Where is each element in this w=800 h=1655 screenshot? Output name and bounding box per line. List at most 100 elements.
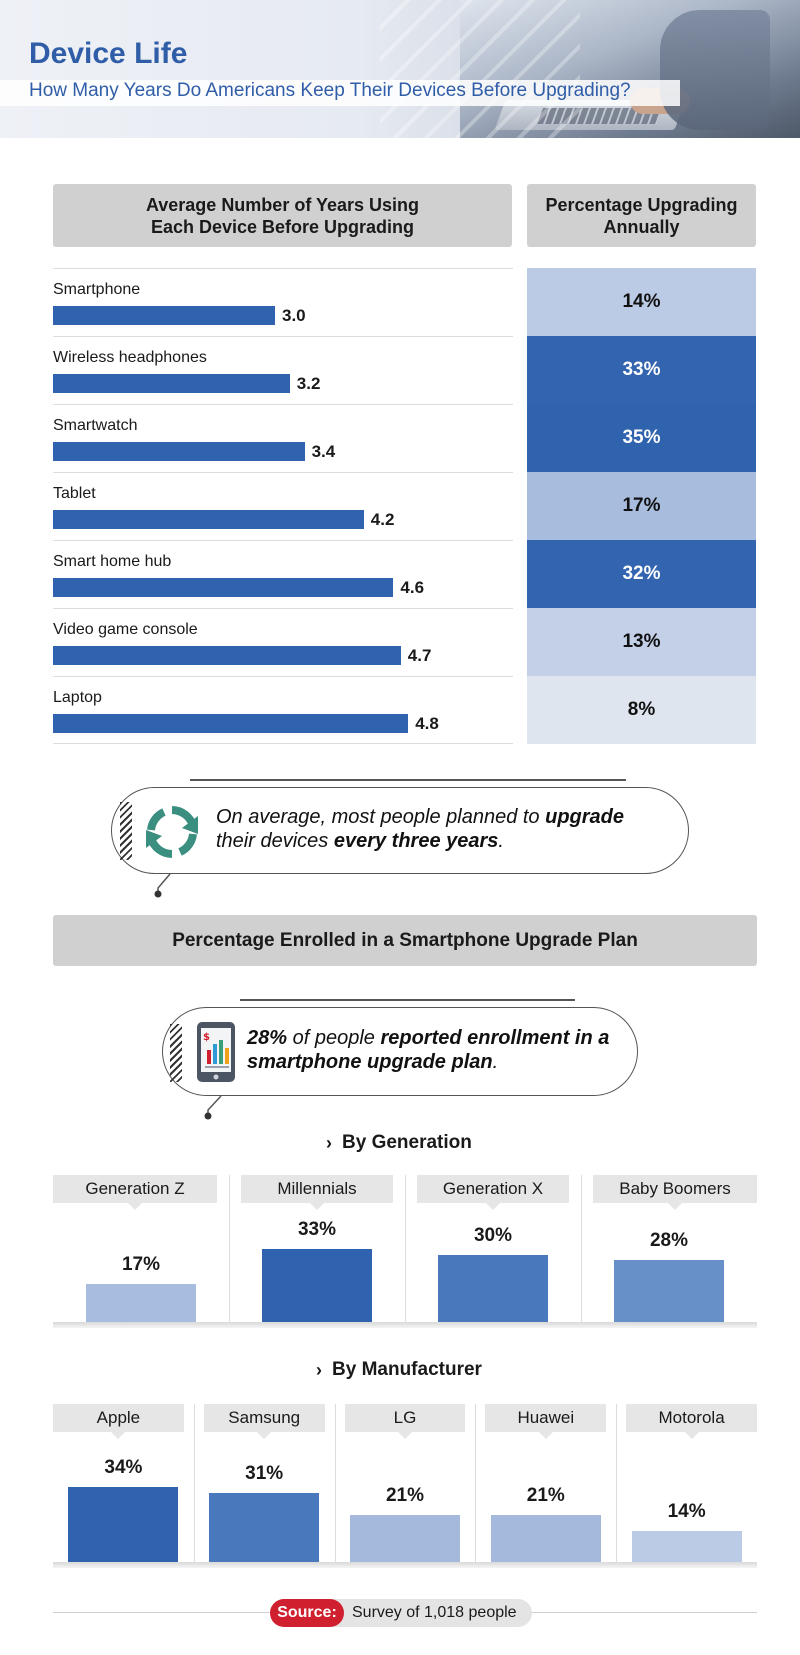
category-label: LG xyxy=(344,1404,466,1439)
category-label: Samsung xyxy=(203,1404,325,1439)
callout-text-2: 28% of people reported enrollment in a s… xyxy=(247,1026,627,1074)
percentage-bar xyxy=(614,1259,724,1322)
percentage-bar xyxy=(438,1255,548,1322)
percentage-value: 14% xyxy=(667,1500,706,1522)
device-years-value: 3.2 xyxy=(296,374,321,393)
category-label: Baby Boomers xyxy=(593,1175,757,1210)
pct-upgrading-cell: 33% xyxy=(527,336,756,404)
device-row: Wireless headphones 3.2 xyxy=(53,336,513,404)
device-years-bar xyxy=(53,646,401,665)
category-label: Motorola xyxy=(626,1404,757,1439)
years-header: Average Number of Years Using Each Devic… xyxy=(53,184,512,247)
page-title: Device Life xyxy=(29,37,188,70)
device-row: Smart home hub 4.6 xyxy=(53,540,513,608)
device-years-bar xyxy=(53,578,394,597)
device-label: Smartwatch xyxy=(53,417,138,434)
chart-baseline xyxy=(53,1562,757,1568)
column-separator xyxy=(475,1404,477,1562)
percentage-bar xyxy=(209,1493,320,1562)
callout-top-line xyxy=(190,779,626,781)
page-subtitle: How Many Years Do Americans Keep Their D… xyxy=(29,80,631,101)
source-text: Survey of 1,018 people xyxy=(352,1604,517,1621)
percentage-value: 28% xyxy=(649,1229,689,1251)
device-years-bar xyxy=(53,714,409,733)
percentage-bar xyxy=(490,1515,601,1562)
callout-tail xyxy=(154,873,171,898)
device-years-value: 4.7 xyxy=(407,646,432,665)
by-manufacturer-title: By Manufacturer xyxy=(332,1359,482,1380)
device-years-bar xyxy=(53,442,305,461)
callout-hatch xyxy=(170,1024,182,1082)
subtitle-stripe xyxy=(0,80,680,106)
device-label: Tablet xyxy=(53,485,96,502)
device-row: Video game console 4.7 xyxy=(53,608,513,676)
callout-text-1: On average, most people planned to upgra… xyxy=(216,805,666,853)
percentage-bar xyxy=(631,1530,742,1562)
category-label: Huawei xyxy=(485,1404,607,1439)
device-years-value: 3.0 xyxy=(282,306,306,325)
device-row: Smartwatch 3.4 xyxy=(53,404,513,472)
column-separator xyxy=(229,1175,230,1322)
chart-baseline xyxy=(53,1322,757,1328)
callout-text-part: their devices xyxy=(216,830,334,852)
percentage-value: 30% xyxy=(473,1225,513,1247)
category-label: Apple xyxy=(53,1404,184,1439)
device-row: Laptop 4.8 xyxy=(53,676,513,744)
plan-header: Percentage Enrolled in a Smartphone Upgr… xyxy=(53,915,757,966)
column-separator xyxy=(334,1404,336,1562)
callout-text-emphasis: every three years xyxy=(333,830,499,852)
device-label: Smartphone xyxy=(53,281,141,298)
pct-header: Percentage Upgrading Annually xyxy=(527,184,756,247)
callout-text-part: of people xyxy=(287,1027,381,1049)
source-tag: Source: xyxy=(270,1599,344,1627)
category-label: Generation X xyxy=(417,1175,569,1210)
column-separator xyxy=(581,1175,582,1322)
device-years-value: 4.6 xyxy=(400,578,425,597)
percentage-value: 21% xyxy=(526,1485,565,1507)
pct-upgrading-cell: 14% xyxy=(527,268,756,336)
percentage-value: 21% xyxy=(385,1485,424,1507)
callout-tail-gap xyxy=(218,1096,244,1098)
svg-text:$: $ xyxy=(203,1032,210,1043)
callout-tail xyxy=(204,1095,222,1120)
device-label: Video game console xyxy=(53,621,198,638)
callout-enrollment: $ 28% of people reported enrollment in a… xyxy=(162,1007,638,1096)
callout-text-part: . xyxy=(492,1051,499,1073)
callout-hatch xyxy=(120,802,132,860)
device-label: Wireless headphones xyxy=(53,349,207,366)
callout-tail-gap xyxy=(170,874,196,876)
pct-upgrading-cell: 17% xyxy=(527,472,756,540)
by-manufacturer-heading: › By Manufacturer xyxy=(316,1359,482,1381)
percentage-bar xyxy=(86,1284,196,1322)
percentage-bar xyxy=(68,1486,179,1562)
device-label: Smart home hub xyxy=(53,553,172,570)
percentage-bar xyxy=(350,1515,460,1562)
category-label: Generation Z xyxy=(53,1175,217,1210)
header-photo xyxy=(460,0,800,138)
header-decor-lines xyxy=(380,0,580,138)
by-generation-heading: › By Generation xyxy=(326,1132,472,1154)
chevron-right-icon: › xyxy=(326,1132,332,1153)
device-label: Laptop xyxy=(53,689,102,706)
pct-upgrading-cell: 13% xyxy=(527,608,756,676)
pct-upgrading-cell: 8% xyxy=(527,676,756,744)
callout-text-part: . xyxy=(498,830,504,852)
callout-text-emphasis: reported enrollment in a smartphone upgr… xyxy=(247,1027,610,1073)
chevron-right-icon: › xyxy=(316,1359,322,1380)
callout-text-emphasis: 28% xyxy=(247,1027,288,1049)
device-years-bar xyxy=(53,306,275,325)
device-years-bar xyxy=(53,510,364,529)
column-separator xyxy=(616,1404,618,1562)
header-banner: Device Life How Many Years Do Americans … xyxy=(0,0,800,138)
pct-upgrading-cell: 35% xyxy=(527,404,756,472)
device-years-value: 3.4 xyxy=(311,442,336,461)
pct-upgrading-cell: 32% xyxy=(527,540,756,608)
percentage-value: 34% xyxy=(104,1456,143,1478)
device-years-value: 4.8 xyxy=(415,714,439,733)
percentage-value: 33% xyxy=(297,1218,337,1240)
callout-text-emphasis: upgrade xyxy=(545,806,625,828)
device-row: Smartphone 3.0 xyxy=(53,268,513,336)
category-label: Millennials xyxy=(241,1175,393,1210)
callout-text-part: On average, most people planned to xyxy=(216,806,546,828)
arm-image xyxy=(660,10,770,130)
